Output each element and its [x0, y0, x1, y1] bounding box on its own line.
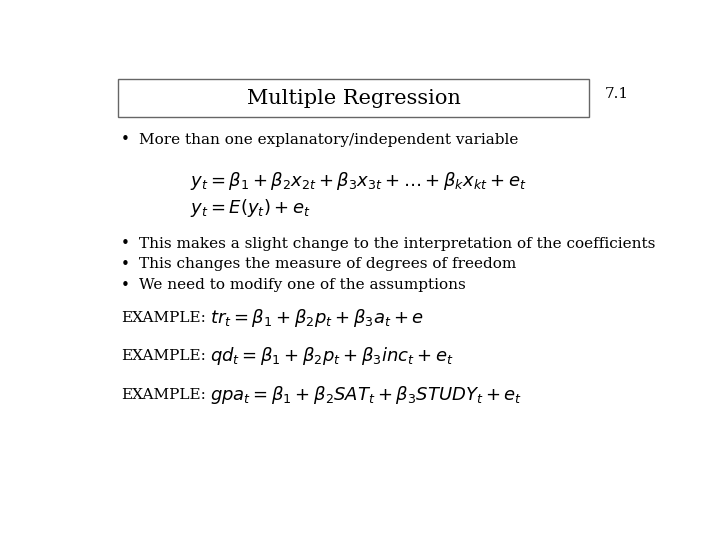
FancyBboxPatch shape — [118, 79, 590, 117]
Text: $tr_t = \beta_1 + \beta_2 p_t + \beta_3 a_t + e$: $tr_t = \beta_1 + \beta_2 p_t + \beta_3 … — [210, 307, 424, 329]
Text: •: • — [121, 236, 130, 251]
Text: $qd_t = \beta_1 + \beta_2 p_t + \beta_3 inc_t + e_t$: $qd_t = \beta_1 + \beta_2 p_t + \beta_3 … — [210, 345, 454, 367]
Text: We need to modify one of the assumptions: We need to modify one of the assumptions — [138, 278, 465, 292]
Text: $y_t = \beta_1 + \beta_2 x_{2t} + \beta_3 x_{3t} + \ldots + \beta_k x_{kt} + e_t: $y_t = \beta_1 + \beta_2 x_{2t} + \beta_… — [190, 170, 527, 192]
Text: More than one explanatory/independent variable: More than one explanatory/independent va… — [138, 133, 518, 147]
Text: EXAMPLE:: EXAMPLE: — [121, 312, 206, 326]
Text: Multiple Regression: Multiple Regression — [247, 89, 461, 107]
Text: This changes the measure of degrees of freedom: This changes the measure of degrees of f… — [138, 258, 516, 272]
Text: •: • — [121, 257, 130, 272]
Text: •: • — [121, 132, 130, 147]
Text: $y_t = E(y_t) + e_t$: $y_t = E(y_t) + e_t$ — [190, 197, 311, 219]
Text: EXAMPLE:: EXAMPLE: — [121, 388, 206, 402]
Text: EXAMPLE:: EXAMPLE: — [121, 349, 206, 363]
Text: 7.1: 7.1 — [604, 87, 629, 101]
Text: This makes a slight change to the interpretation of the coefficients: This makes a slight change to the interp… — [138, 237, 655, 251]
Text: $gpa_t = \beta_1 + \beta_2 SAT_t + \beta_3 STUDY_t + e_t$: $gpa_t = \beta_1 + \beta_2 SAT_t + \beta… — [210, 384, 522, 407]
Text: •: • — [121, 278, 130, 293]
